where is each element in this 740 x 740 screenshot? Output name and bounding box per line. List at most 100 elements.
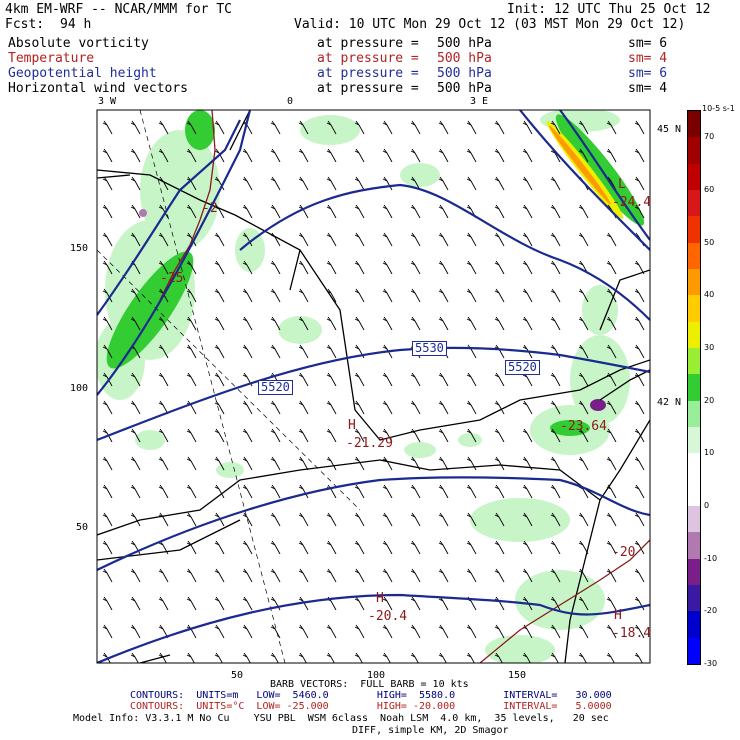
field-level-wind: 500 hPa — [437, 81, 492, 96]
wind-barb — [130, 176, 141, 191]
colorbar-segment — [688, 558, 700, 585]
wind-barb — [102, 232, 113, 247]
wind-barb — [354, 372, 365, 387]
wind-barb — [102, 428, 113, 443]
wind-barb — [438, 372, 449, 387]
wind-barb — [326, 260, 337, 275]
wind-barb — [270, 568, 281, 583]
wind-barb — [438, 400, 449, 415]
wind-barb — [214, 540, 225, 555]
wind-barb — [606, 316, 617, 331]
wind-barb — [242, 624, 253, 639]
wind-barb — [634, 316, 645, 331]
temp-label-minus2: -2 — [202, 201, 218, 216]
wind-barb — [578, 652, 587, 663]
field-level-vorticity: 500 hPa — [437, 36, 492, 51]
colorbar-segment — [688, 479, 700, 506]
wind-barb — [298, 624, 309, 639]
model-info: Model Info: V3.3.1 M No Cu YSU PBL WSM 6… — [73, 713, 609, 724]
wind-barb — [438, 484, 449, 499]
wind-barb — [326, 540, 337, 555]
wind-barb — [298, 568, 309, 583]
wind-barb — [102, 540, 113, 555]
wind-barb — [158, 428, 169, 443]
field-smooth-wind: sm= 4 — [628, 81, 668, 96]
wind-barb — [326, 624, 337, 639]
vorticity-negative-spot-small — [139, 209, 147, 217]
wind-barb — [354, 288, 365, 303]
wind-barb — [522, 288, 533, 303]
wind-barb — [214, 568, 225, 583]
wind-barb — [242, 428, 253, 443]
wind-barb — [270, 652, 279, 663]
wind-barb — [634, 148, 645, 163]
wind-barb — [550, 316, 561, 331]
wind-barb — [354, 232, 365, 247]
colorbar-label: 40 — [704, 290, 715, 300]
wind-barb — [186, 204, 197, 219]
wind-barb — [158, 484, 169, 499]
wind-barb — [466, 316, 477, 331]
wind-barb — [382, 372, 393, 387]
temperature-contours — [159, 110, 650, 663]
wind-barb — [186, 372, 197, 387]
wind-barb — [438, 288, 449, 303]
wind-barb — [354, 148, 365, 163]
wind-barb — [634, 512, 645, 527]
wind-barb — [410, 484, 421, 499]
temp-label-minus23-64: -23.64 — [560, 419, 607, 434]
wind-barb — [578, 316, 589, 331]
colorbar-segment — [688, 137, 700, 164]
wind-barb — [438, 512, 449, 527]
wind-barb — [158, 260, 169, 275]
wind-barb — [242, 148, 253, 163]
x-tick-150: 150 — [508, 670, 527, 681]
wind-barb — [382, 148, 393, 163]
low-marker-northeast: L — [618, 177, 626, 192]
wind-barb — [130, 316, 141, 331]
wind-barb — [354, 624, 365, 639]
wind-barb — [550, 512, 561, 527]
wind-barb — [354, 512, 365, 527]
wind-barb — [578, 120, 589, 135]
wind-barb — [578, 344, 589, 359]
wind-barb — [606, 344, 617, 359]
colorbar-segment — [688, 295, 700, 322]
wind-barb — [158, 316, 169, 331]
wind-barb — [186, 260, 197, 275]
x-tick-100: 100 — [367, 670, 386, 681]
wind-barb — [242, 288, 253, 303]
wind-barb — [326, 568, 337, 583]
wind-barb — [102, 316, 113, 331]
wind-barb — [382, 484, 393, 499]
wind-barb — [326, 344, 337, 359]
colorbar-unit: 10-5 s-1 — [702, 104, 735, 113]
wind-barb — [186, 596, 197, 611]
wind-barb — [298, 288, 309, 303]
wind-barb — [130, 596, 141, 611]
wind-barb — [382, 540, 393, 555]
colorbar-segment — [688, 453, 700, 480]
wind-barb — [270, 344, 281, 359]
wind-barb — [550, 176, 561, 191]
wind-barb — [130, 400, 141, 415]
wind-barb — [102, 624, 113, 639]
wind-barb — [466, 484, 477, 499]
wind-barb — [522, 204, 533, 219]
wind-barb — [186, 148, 197, 163]
wind-barb — [214, 456, 225, 471]
colorbar-segment — [688, 216, 700, 243]
colorbar-segment — [688, 347, 700, 375]
wind-barb — [326, 400, 337, 415]
wind-barb — [354, 428, 365, 443]
wind-barb — [606, 260, 617, 275]
wind-barb — [466, 400, 477, 415]
wind-barb — [242, 512, 253, 527]
high-marker-center: H — [348, 418, 356, 433]
wind-barb — [494, 484, 505, 499]
wind-barb — [242, 652, 251, 663]
wind-barb — [578, 232, 589, 247]
wind-barb — [242, 316, 253, 331]
wind-barb — [242, 176, 253, 191]
wind-barb — [382, 204, 393, 219]
